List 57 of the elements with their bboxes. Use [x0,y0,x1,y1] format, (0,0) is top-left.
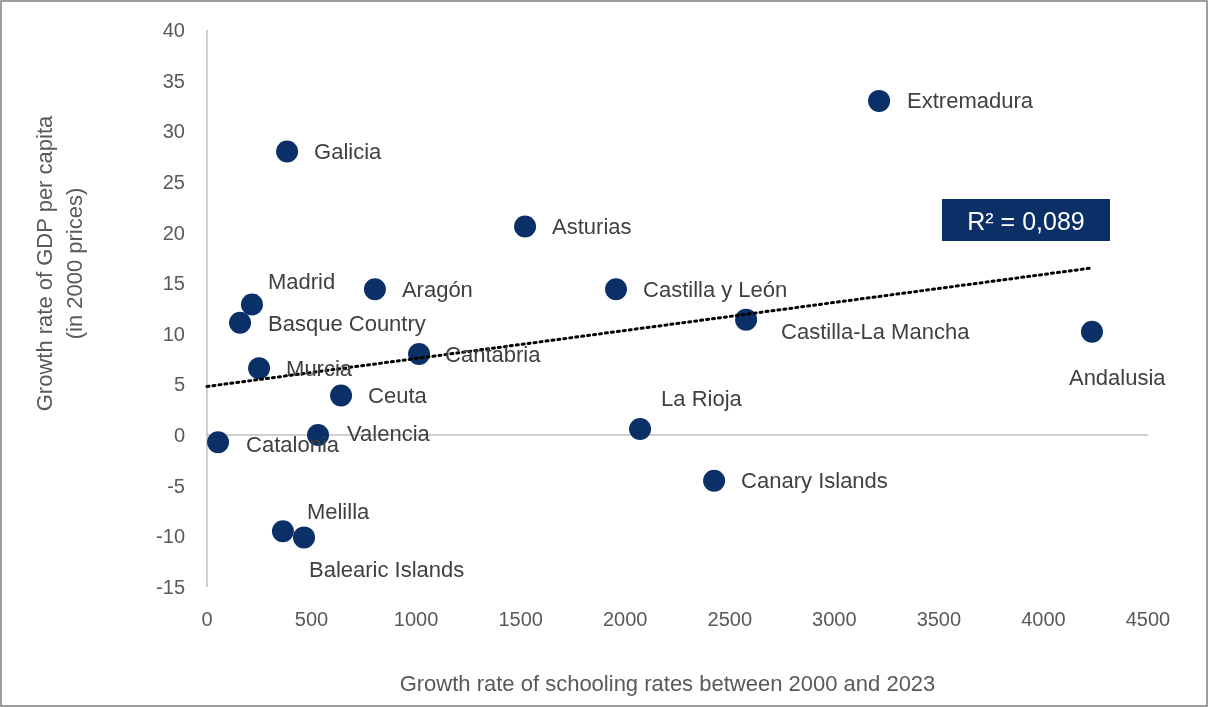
annotation: Cantabria [445,341,542,367]
y-tick-label: -10 [156,525,185,548]
annotation: Madrid [267,268,336,294]
annotation: R² = 0,089 [967,207,1085,235]
x-tick-label: 500 [294,608,329,630]
point [207,431,230,454]
y-tick-label: 10 [162,322,185,345]
x-tick-label: 2500 [707,608,753,630]
annotation: Galicia [314,139,383,165]
x-tick-label: 0 [201,608,213,630]
y-tick-label: 20 [162,221,185,244]
y-tick-label: 25 [162,170,185,193]
annotation: Extremadura [907,88,1034,114]
annotation: Castilla y León [643,276,788,302]
point [293,526,316,549]
annotation: Aragón [401,276,473,302]
y-tick-label: 0 [173,424,185,447]
annotation: Castilla-La Mancha [781,319,971,345]
point [276,140,299,163]
annotation: Valencia [347,420,431,446]
point [514,215,537,238]
point [868,89,891,112]
annotation: Melilla [306,498,371,524]
y-tick-label: 5 [173,373,185,396]
y-tick-label: 30 [162,120,185,143]
x-axis-title: Growth rate of schooling rates between 2000 and 2023 [399,670,936,696]
annotation: Canary Islands [741,468,888,494]
y-axis-title: Growth rate of GDP per capita (in 2000 prices) [32,114,87,412]
x-tick-label: 4000 [1021,608,1066,630]
annotation: Basque Country [268,311,426,337]
point [703,469,726,492]
y-tick-label: 15 [162,272,185,295]
annotation: Catalonia [246,431,340,457]
y-tick-label: 35 [162,69,185,92]
point [248,357,271,380]
point [271,520,294,543]
x-tick-label: 4500 [1125,608,1171,630]
x-tick-label: 3500 [916,608,962,630]
point [330,384,353,407]
x-tick-label: 3000 [812,608,857,630]
annotation: Asturias [552,213,632,239]
y-tick-label: -15 [156,576,185,598]
annotation: Balearic Islands [309,556,465,582]
y-tick-label: -5 [167,474,185,497]
point [629,418,652,441]
annotation: La Rioja [661,385,743,411]
point [363,278,386,301]
point [240,293,263,316]
x-tick-label: 2000 [602,608,648,630]
point [1080,320,1103,343]
y-tick-label: 40 [162,19,185,41]
annotation: Ceuta [368,383,428,409]
annotation: Andalusia [1068,365,1167,391]
x-tick-label: 1000 [393,608,439,630]
point [605,278,628,301]
point [229,311,252,334]
x-tick-label: 1500 [498,608,543,630]
